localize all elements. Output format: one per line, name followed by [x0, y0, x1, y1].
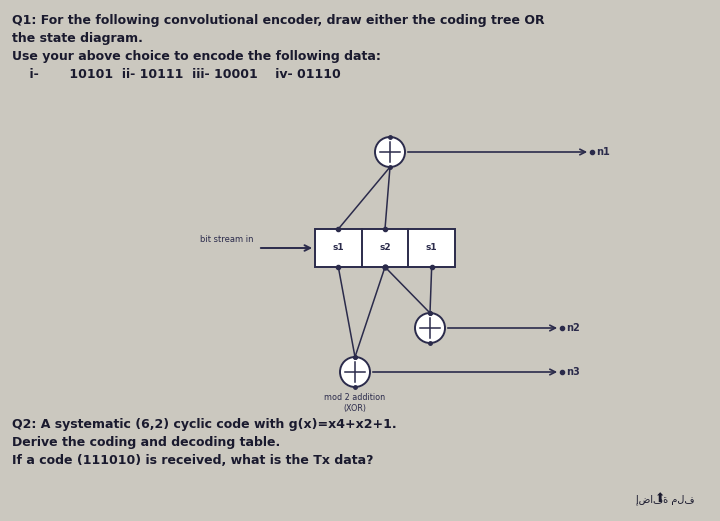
Text: mod 2 addition
(XOR): mod 2 addition (XOR): [325, 393, 386, 413]
Text: s1: s1: [333, 243, 344, 253]
Text: Derive the coding and decoding table.: Derive the coding and decoding table.: [12, 436, 280, 449]
Text: إضافة ملف: إضافة ملف: [636, 494, 695, 505]
Text: i-       10101  ii- 10111  iii- 10001    iv- 01110: i- 10101 ii- 10111 iii- 10001 iv- 01110: [12, 68, 341, 81]
Text: s2: s2: [379, 243, 391, 253]
Text: n2: n2: [566, 323, 580, 333]
Text: n1: n1: [596, 147, 610, 157]
Text: Q1: For the following convolutional encoder, draw either the coding tree OR: Q1: For the following convolutional enco…: [12, 14, 544, 27]
Circle shape: [375, 137, 405, 167]
FancyBboxPatch shape: [315, 229, 455, 267]
Circle shape: [415, 313, 445, 343]
Circle shape: [340, 357, 370, 387]
Text: s1: s1: [426, 243, 438, 253]
Text: the state diagram.: the state diagram.: [12, 32, 143, 45]
Text: If a code (111010) is received, what is the Tx data?: If a code (111010) is received, what is …: [12, 454, 374, 467]
Text: Q2: A systematic (6,2) cyclic code with g(x)=x4+x2+1.: Q2: A systematic (6,2) cyclic code with …: [12, 418, 397, 431]
Text: Use your above choice to encode the following data:: Use your above choice to encode the foll…: [12, 50, 381, 63]
Text: ⬆: ⬆: [654, 492, 665, 505]
Text: bit stream in: bit stream in: [200, 235, 254, 244]
Text: n3: n3: [566, 367, 580, 377]
